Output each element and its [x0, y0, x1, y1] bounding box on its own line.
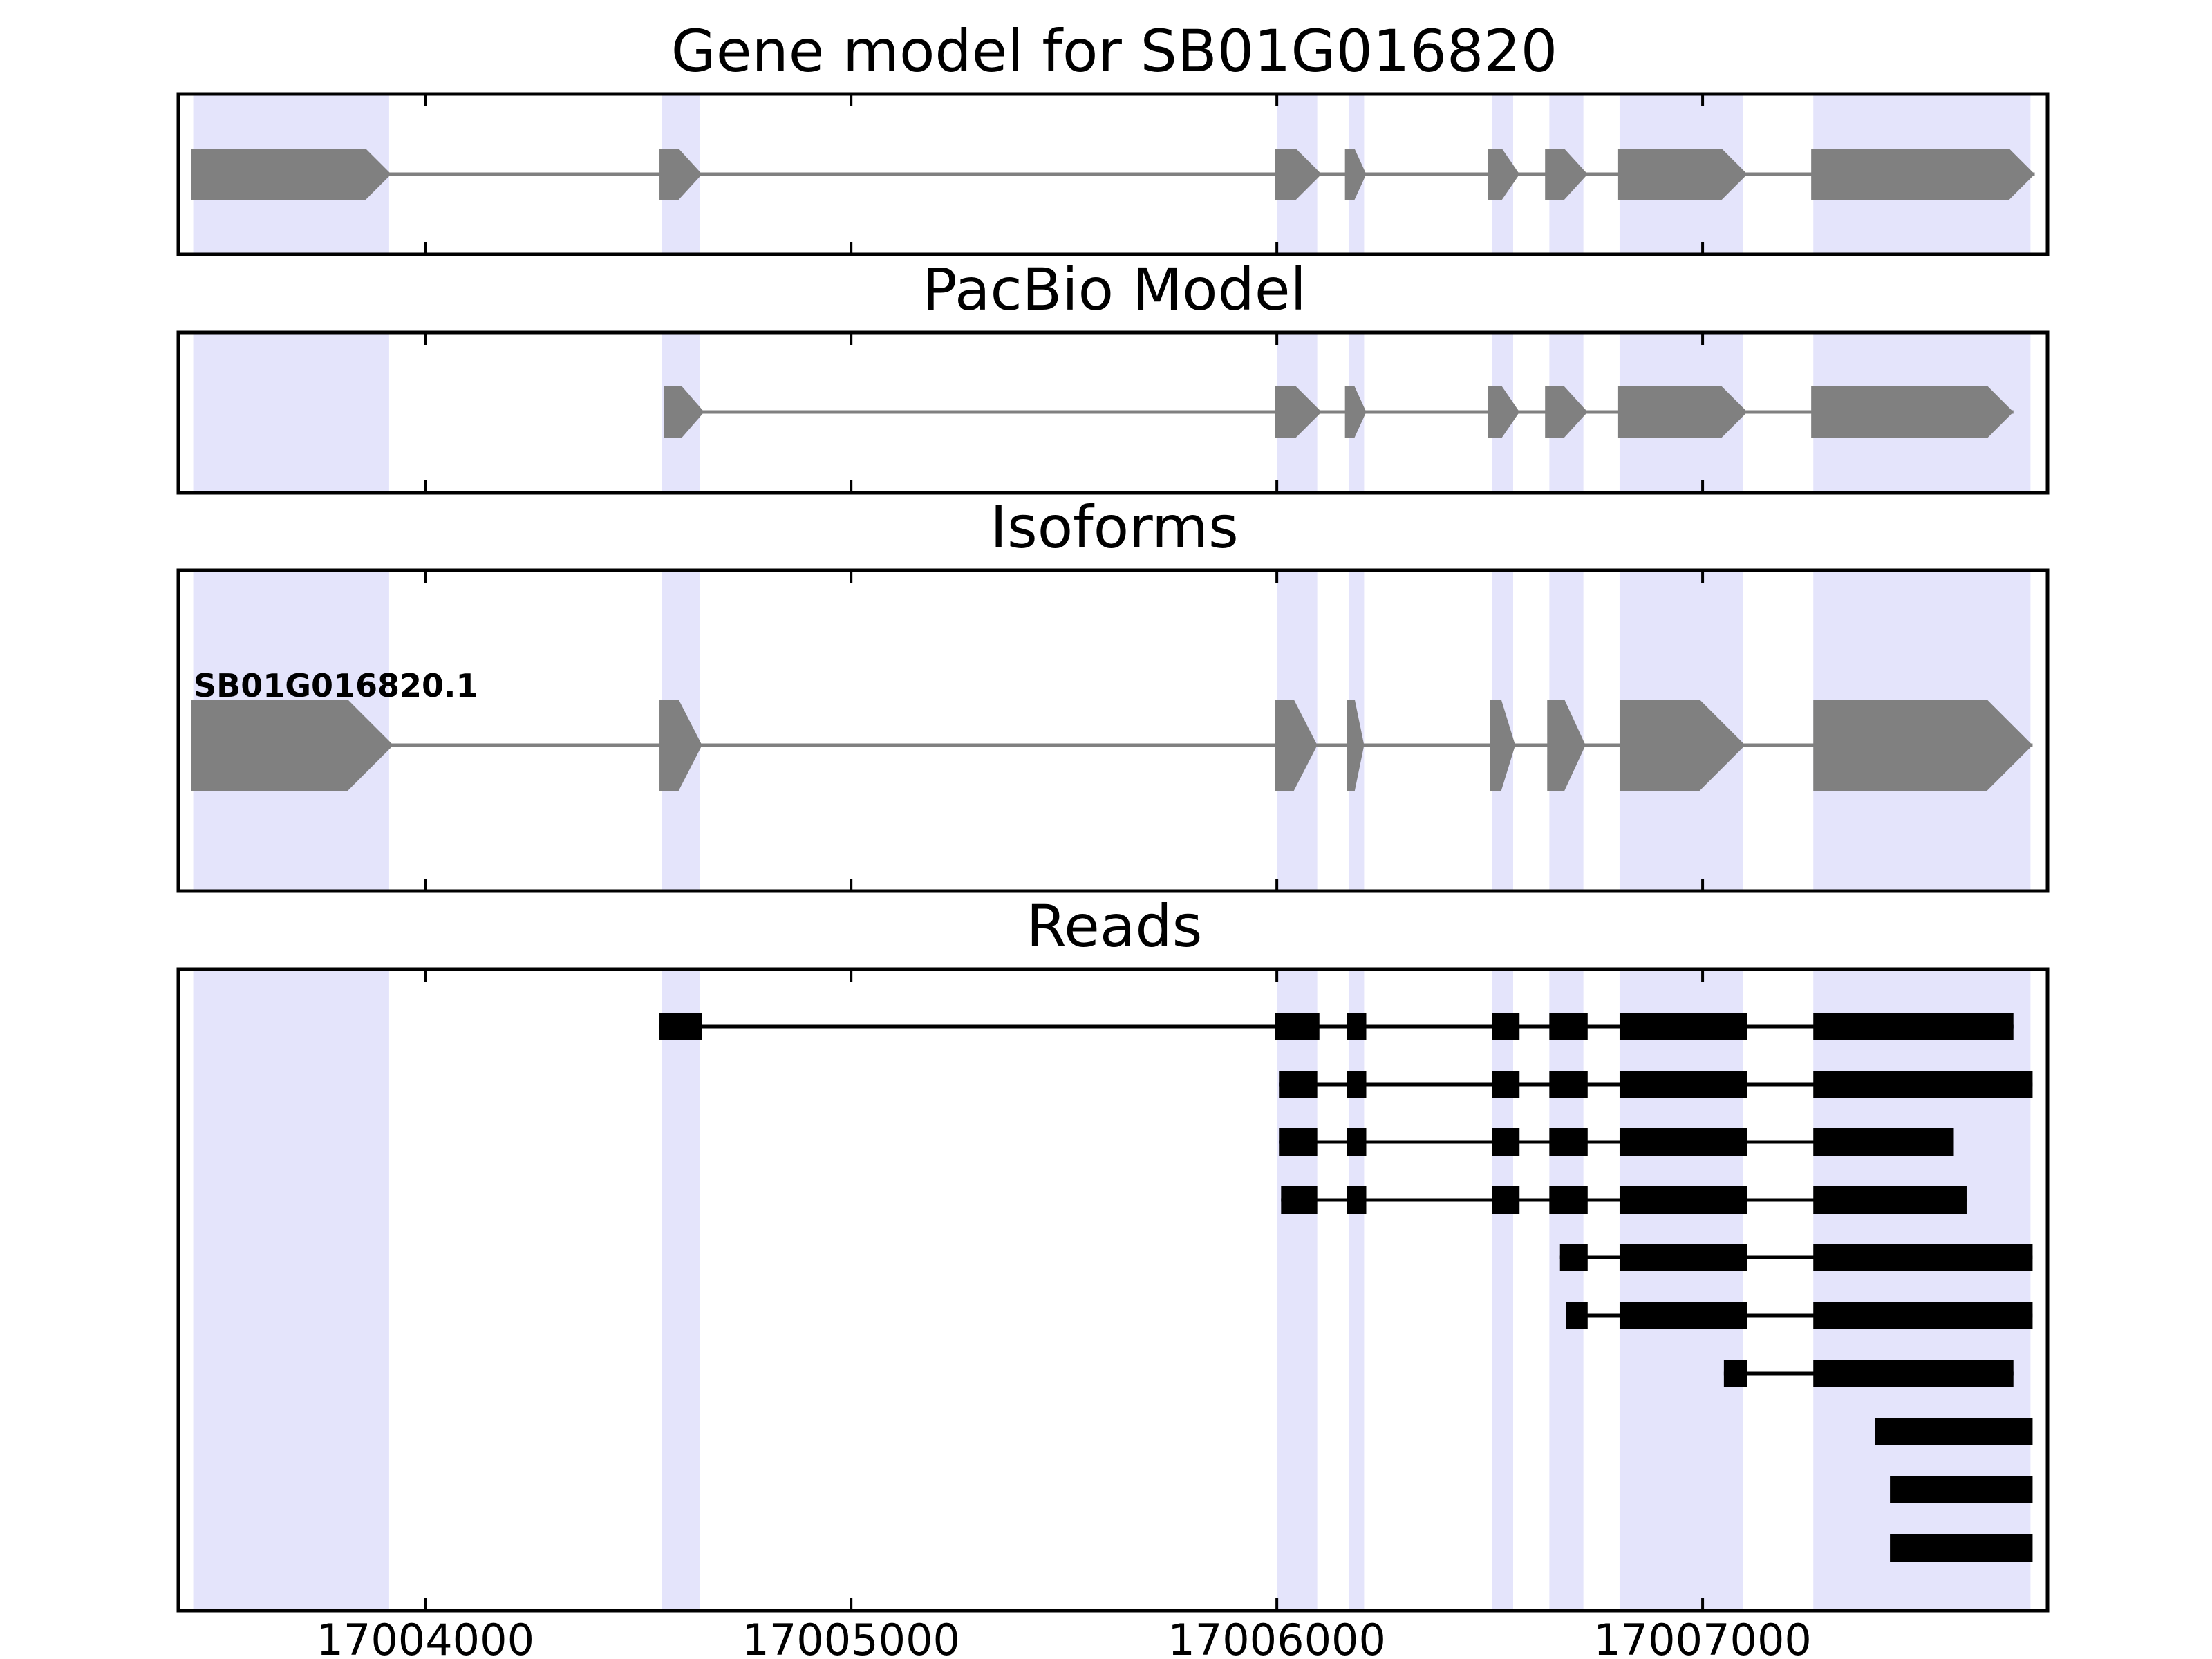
read-block: [1619, 1013, 1747, 1040]
exon-arrow: [191, 700, 394, 791]
read-block: [1890, 1476, 2033, 1503]
exon-arrow: [664, 386, 704, 438]
exon-arrow: [1813, 700, 2033, 791]
read-block: [1875, 1418, 2033, 1445]
read-block: [1566, 1302, 1588, 1329]
exon-arrow: [1344, 386, 1367, 438]
panel-frame: [176, 967, 2050, 1613]
read-block: [659, 1013, 702, 1040]
exon-arrow: [1490, 700, 1516, 791]
x-tick-label: 17006000: [1168, 1615, 1386, 1659]
x-axis: 17004000 17005000 17006000 17007000: [316, 1615, 1811, 1659]
read-block: [1890, 1534, 2033, 1562]
panel-frame: [176, 330, 2050, 495]
read-block: [1813, 1244, 2033, 1271]
exon-arrow: [1811, 149, 2035, 200]
exon-arrow: [1617, 386, 1747, 438]
isoform-label: SB01G016820.1: [194, 667, 478, 704]
exon-arrow: [1344, 149, 1367, 200]
exon-arrow: [1347, 700, 1365, 791]
exon-arrow: [659, 700, 702, 791]
read-block: [1492, 1186, 1520, 1214]
exon-arrow: [1545, 149, 1588, 200]
panel-pacbio-model: [176, 330, 2050, 495]
panel-gene-model: [176, 92, 2050, 256]
read-block: [1813, 1013, 2014, 1040]
read-block: [1549, 1071, 1588, 1098]
read-block: [1619, 1071, 1747, 1098]
exon-highlight-band: [1277, 969, 1318, 1611]
exon-arrow: [1488, 149, 1520, 200]
panel-title-pacbio-model: PacBio Model: [922, 256, 1306, 324]
read-block: [1347, 1186, 1367, 1214]
read-block: [1275, 1013, 1320, 1040]
panel-reads: [176, 967, 2050, 1613]
read-block: [1723, 1360, 1747, 1387]
read-block: [1492, 1128, 1520, 1156]
exon-arrow: [1811, 386, 2014, 438]
x-tick-label: 17005000: [742, 1615, 960, 1659]
read-block: [1619, 1302, 1747, 1329]
exon-arrow: [1545, 386, 1588, 438]
exon-highlight-band: [1349, 969, 1365, 1611]
x-tick-label: 17004000: [316, 1615, 534, 1659]
read-block: [1281, 1186, 1318, 1214]
panel-frame: [176, 92, 2050, 256]
read-block: [1279, 1071, 1318, 1098]
read-block: [1549, 1013, 1588, 1040]
exon-highlight-band: [1549, 969, 1584, 1611]
read-block: [1279, 1128, 1318, 1156]
read-block: [1559, 1244, 1588, 1271]
read-block: [1549, 1186, 1588, 1214]
exon-arrow: [1275, 386, 1322, 438]
read-block: [1347, 1071, 1367, 1098]
exon-highlight-band: [193, 969, 389, 1611]
panel-frame: [176, 568, 2050, 893]
panel-title-gene-model: Gene model for SB01G016820: [671, 17, 1557, 85]
exon-highlight-band: [1813, 969, 2031, 1611]
x-tick-label: 17007000: [1593, 1615, 1812, 1659]
read-block: [1813, 1186, 1967, 1214]
exon-arrow: [191, 149, 391, 200]
exon-arrow: [1547, 700, 1586, 791]
read-block: [1619, 1186, 1747, 1214]
read-block: [1619, 1244, 1747, 1271]
read-block: [1813, 1071, 2033, 1098]
exon-arrow: [1275, 700, 1318, 791]
exon-arrow: [659, 149, 702, 200]
read-block: [1813, 1128, 1954, 1156]
exon-highlight-band: [662, 969, 700, 1611]
read-block: [1549, 1128, 1588, 1156]
exon-arrow: [1275, 149, 1322, 200]
read-block: [1492, 1013, 1520, 1040]
read-block: [1813, 1302, 2033, 1329]
exon-highlight-band: [193, 332, 389, 493]
panel-isoforms: [176, 568, 2050, 893]
panel-title-isoforms: Isoforms: [990, 494, 1239, 561]
exon-highlight-band: [1492, 969, 1513, 1611]
exon-arrow: [1488, 386, 1520, 438]
read-block: [1347, 1013, 1367, 1040]
exon-arrow: [1617, 149, 1747, 200]
exon-arrow: [1619, 700, 1745, 791]
panel-title-reads: Reads: [1027, 892, 1203, 960]
read-block: [1619, 1128, 1747, 1156]
read-block: [1813, 1360, 2014, 1387]
read-block: [1492, 1071, 1520, 1098]
exon-highlight-band: [1619, 969, 1743, 1611]
read-block: [1347, 1128, 1367, 1156]
